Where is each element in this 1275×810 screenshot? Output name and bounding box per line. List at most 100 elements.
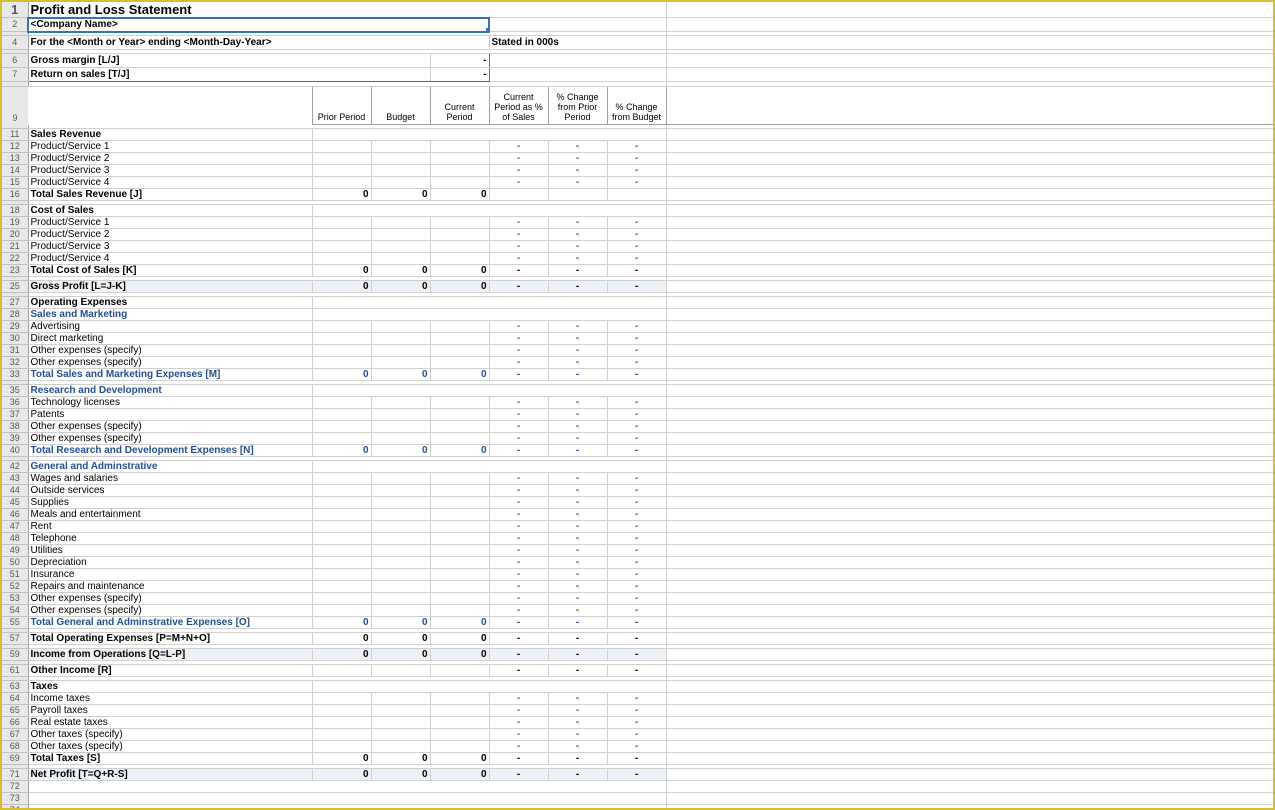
value-cell[interactable]: - <box>548 472 607 484</box>
return-on-sales-value[interactable]: - <box>430 68 489 82</box>
value-cell[interactable]: - <box>548 332 607 344</box>
value-cell[interactable]: - <box>607 176 666 188</box>
value-cell[interactable]: - <box>607 508 666 520</box>
value-cell[interactable]: - <box>489 508 548 520</box>
value-cell[interactable] <box>312 320 371 332</box>
line-label[interactable]: Patents <box>28 408 312 420</box>
value-cell[interactable] <box>430 472 489 484</box>
value-cell[interactable] <box>312 568 371 580</box>
value-cell[interactable] <box>371 532 430 544</box>
value-cell[interactable]: - <box>489 420 548 432</box>
value-cell[interactable] <box>430 396 489 408</box>
value-cell[interactable] <box>430 716 489 728</box>
value-cell[interactable]: - <box>607 520 666 532</box>
value-cell[interactable] <box>371 216 430 228</box>
value-cell[interactable] <box>312 420 371 432</box>
value-cell[interactable] <box>430 216 489 228</box>
row-header[interactable]: 43 <box>2 472 28 484</box>
value-cell[interactable]: - <box>489 692 548 704</box>
line-label[interactable]: Product/Service 4 <box>28 252 312 264</box>
line-label[interactable]: Wages and salaries <box>28 472 312 484</box>
value-cell[interactable]: - <box>548 580 607 592</box>
value-cell[interactable] <box>371 332 430 344</box>
row-header[interactable]: 19 <box>2 216 28 228</box>
row-header[interactable]: 53 <box>2 592 28 604</box>
value-cell[interactable]: - <box>489 280 548 292</box>
value-cell[interactable]: - <box>548 728 607 740</box>
value-cell[interactable]: - <box>607 568 666 580</box>
value-cell[interactable] <box>312 408 371 420</box>
value-cell[interactable]: - <box>489 648 548 660</box>
line-label[interactable]: Other expenses (specify) <box>28 592 312 604</box>
row-header[interactable]: 69 <box>2 752 28 764</box>
row-header[interactable]: 49 <box>2 544 28 556</box>
value-cell[interactable]: - <box>548 496 607 508</box>
row-header[interactable]: 7 <box>2 68 28 82</box>
value-cell[interactable]: - <box>548 768 607 780</box>
value-cell[interactable]: 0 <box>371 648 430 660</box>
value-cell[interactable]: - <box>489 408 548 420</box>
value-cell[interactable]: - <box>607 152 666 164</box>
value-cell[interactable]: 0 <box>371 280 430 292</box>
value-cell[interactable] <box>371 252 430 264</box>
value-cell[interactable]: 0 <box>371 444 430 456</box>
value-cell[interactable]: - <box>607 692 666 704</box>
value-cell[interactable]: 0 <box>312 368 371 380</box>
value-cell[interactable]: 0 <box>312 632 371 644</box>
value-cell[interactable]: - <box>607 368 666 380</box>
value-cell[interactable]: 0 <box>371 188 430 200</box>
value-cell[interactable]: - <box>548 164 607 176</box>
value-cell[interactable] <box>371 176 430 188</box>
row-header[interactable]: 45 <box>2 496 28 508</box>
value-cell[interactable]: - <box>548 396 607 408</box>
value-cell[interactable]: - <box>489 752 548 764</box>
value-cell[interactable]: - <box>548 356 607 368</box>
value-cell[interactable] <box>312 664 371 676</box>
value-cell[interactable]: - <box>489 264 548 276</box>
value-cell[interactable]: 0 <box>312 188 371 200</box>
value-cell[interactable]: - <box>548 604 607 616</box>
value-cell[interactable] <box>430 604 489 616</box>
line-label[interactable]: Meals and entertainment <box>28 508 312 520</box>
value-cell[interactable]: - <box>548 556 607 568</box>
value-cell[interactable]: - <box>489 368 548 380</box>
line-label[interactable]: Total General and Adminstrative Expenses… <box>28 616 312 628</box>
value-cell[interactable]: - <box>548 616 607 628</box>
value-cell[interactable] <box>430 164 489 176</box>
row-header[interactable]: 14 <box>2 164 28 176</box>
value-cell[interactable]: - <box>607 580 666 592</box>
value-cell[interactable] <box>430 332 489 344</box>
value-cell[interactable]: - <box>607 140 666 152</box>
line-label[interactable]: Payroll taxes <box>28 704 312 716</box>
line-label[interactable]: Other expenses (specify) <box>28 432 312 444</box>
value-cell[interactable]: - <box>548 532 607 544</box>
line-label[interactable]: Other expenses (specify) <box>28 604 312 616</box>
line-label[interactable]: Total Research and Development Expenses … <box>28 444 312 456</box>
value-cell[interactable]: 0 <box>430 632 489 644</box>
value-cell[interactable]: 0 <box>312 648 371 660</box>
value-cell[interactable] <box>312 472 371 484</box>
value-cell[interactable] <box>548 188 607 200</box>
value-cell[interactable] <box>312 580 371 592</box>
col-header-chg-prior[interactable]: % Change from Prior Period <box>548 87 607 125</box>
value-cell[interactable]: - <box>489 716 548 728</box>
value-cell[interactable] <box>371 704 430 716</box>
value-cell[interactable] <box>430 344 489 356</box>
value-cell[interactable]: 0 <box>371 264 430 276</box>
value-cell[interactable] <box>371 692 430 704</box>
value-cell[interactable]: 0 <box>371 616 430 628</box>
value-cell[interactable]: 0 <box>430 768 489 780</box>
value-cell[interactable]: 0 <box>430 444 489 456</box>
line-label[interactable]: Total Sales and Marketing Expenses [M] <box>28 368 312 380</box>
row-header[interactable]: 68 <box>2 740 28 752</box>
row-header[interactable]: 11 <box>2 128 28 140</box>
value-cell[interactable]: - <box>548 280 607 292</box>
value-cell[interactable] <box>371 396 430 408</box>
line-label[interactable]: Product/Service 2 <box>28 228 312 240</box>
line-label[interactable]: Total Operating Expenses [P=M+N+O] <box>28 632 312 644</box>
line-label[interactable]: Real estate taxes <box>28 716 312 728</box>
value-cell[interactable]: - <box>548 444 607 456</box>
value-cell[interactable]: - <box>489 704 548 716</box>
value-cell[interactable]: - <box>548 264 607 276</box>
value-cell[interactable]: - <box>607 616 666 628</box>
